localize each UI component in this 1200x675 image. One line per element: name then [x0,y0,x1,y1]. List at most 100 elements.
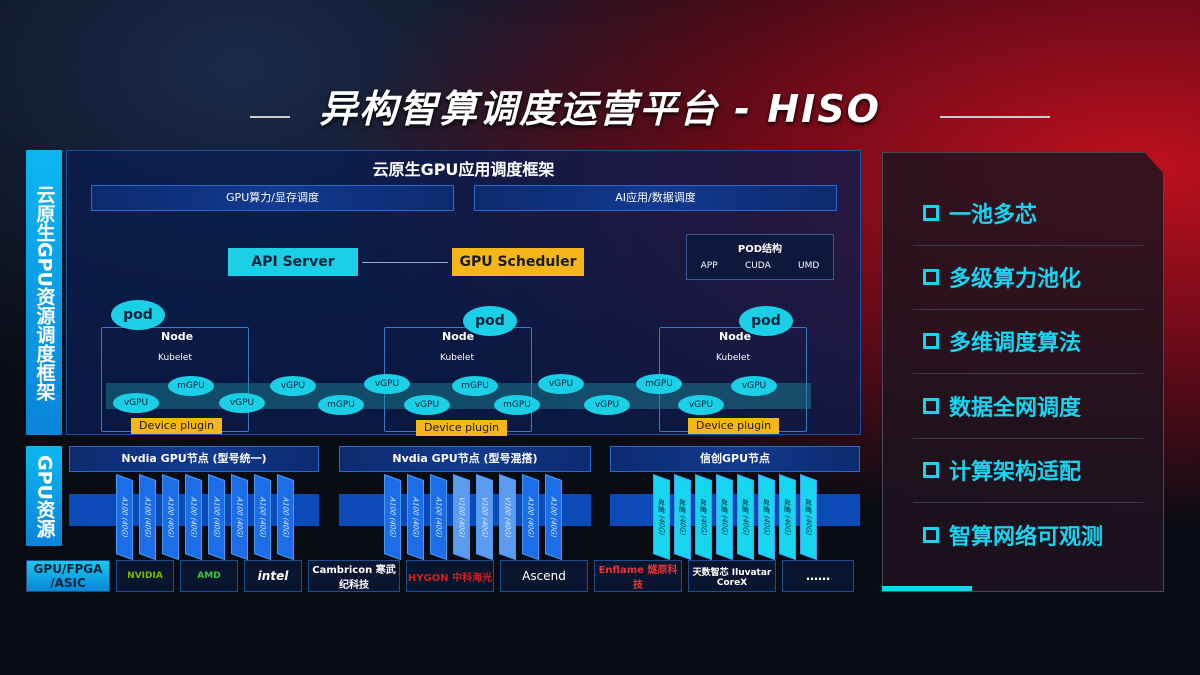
vendor-nvidia: NVIDIA [116,560,174,592]
feature-item: 数据全网调度 [923,390,1081,422]
checkbox-icon [923,269,939,285]
gpu-card: V100 (40G) [499,474,516,561]
bar-gpu-scheduling: GPU算力/显存调度 [91,185,454,211]
vendor-row: GPU/FPGA /ASIC NVIDIA AMD intel Cambrico… [26,560,861,592]
bar-ai-scheduling: AI应用/数据调度 [474,185,837,211]
pod-item-umd: UMD [798,261,820,271]
title-line-right [940,116,1050,118]
gpu-card: 昇腾 (40G) [800,474,817,561]
gpu-card: 昇腾 (40G) [653,474,670,561]
node-label: Node [442,330,475,343]
pod-item-app: APP [700,261,718,271]
side-label-gpu: GPU资源 [26,446,62,546]
node-label: Node [719,330,752,343]
kubelet-label: Kubelet [158,353,192,363]
checkbox-icon [923,333,939,349]
gpu-card: A100 (40G) [208,474,225,561]
mgpu: mGPU [318,395,364,415]
pod-structure: POD结构 APP CUDA UMD [686,234,834,280]
side-label-scheduling: 云原生GPU资源调度框架 [26,150,62,435]
vgpu: vGPU [219,393,265,413]
vendor-amd: AMD [180,560,238,592]
gpu-card: A100 (40G) [545,474,562,561]
gpu-scheduler-box: GPU Scheduler [452,248,584,276]
checkbox-icon [923,398,939,414]
divider [913,502,1143,503]
feature-panel: 一池多芯 多级算力池化 多维调度算法 数据全网调度 计算架构适配 智算网络可观测 [882,152,1164,592]
gpu-card: A100 (40G) [384,474,401,561]
feature-item: 一池多芯 [923,197,1037,229]
vgpu: vGPU [364,374,410,394]
gpu-card: 昇腾 (40G) [695,474,712,561]
gpu-card: A100 (40G) [139,474,156,561]
gpu-cards-1: A100 (40G) A100 (40G) A100 (40G) A100 (4… [116,474,294,561]
checkbox-icon [923,527,939,543]
gpu-card: 昇腾 (40G) [758,474,775,561]
gpu-card: A100 (40G) [185,474,202,561]
vendor-cambricon: Cambricon 寒武纪科技 [308,560,400,592]
framework-title: 云原生GPU应用调度框架 [372,160,555,179]
gpu-board [610,494,860,526]
gpu-card: A100 (40G) [522,474,539,561]
pod-3: pod [739,306,793,336]
gpu-card: A100 (40G) [162,474,179,561]
kubelet-label: Kubelet [440,353,474,363]
node-label: Node [161,330,194,343]
gpu-card: A100 (40G) [430,474,447,561]
kubelet-label: Kubelet [716,353,750,363]
gpu-node-title: 信创GPU节点 [610,446,860,472]
vgpu: vGPU [404,395,450,415]
gpu-card: V100 (40G) [476,474,493,561]
mgpu: mGPU [494,395,540,415]
device-plugin: Device plugin [131,418,223,434]
gpu-card: A100 (40G) [407,474,424,561]
title-line-left [250,116,290,118]
vendor-more: …… [782,560,854,592]
gpu-card: A100 (40G) [277,474,294,561]
vendor-label: GPU/FPGA /ASIC [26,560,110,592]
gpu-cards-2: A100 (40G) A100 (40G) A100 (40G) V100 (4… [384,474,562,561]
vgpu: vGPU [270,376,316,396]
gpu-card: 昇腾 (40G) [674,474,691,561]
gpu-card: 昇腾 (40G) [779,474,796,561]
gpu-node-area: Nvdia GPU节点 (型号统一) Nvdia GPU节点 (型号混搭) 信创… [66,446,861,561]
vgpu: vGPU [113,393,159,413]
pod-2: pod [463,306,517,336]
vendor-enflame: Enflame 燧原科技 [594,560,682,592]
divider [913,373,1143,374]
vendor-iluvatar: 天数智芯 Iluvatar CoreX [688,560,776,592]
vendor-ascend: Ascend [500,560,588,592]
architecture-diagram: 云原生GPU资源调度框架 GPU资源 云原生GPU应用调度框架 GPU算力/显存… [26,150,861,595]
vgpu: vGPU [678,395,724,415]
mgpu: mGPU [636,374,682,394]
gpu-card: 昇腾 (40G) [716,474,733,561]
connector-arrow [362,262,448,263]
vgpu: vGPU [731,376,777,396]
gpu-card: A100 (40G) [254,474,271,561]
pod-structure-title: POD结构 [737,244,783,255]
feature-item: 智算网络可观测 [923,519,1103,551]
vgpu: vGPU [538,374,584,394]
vgpu: vGPU [584,395,630,415]
device-plugin: Device plugin [416,420,508,436]
divider [913,245,1143,246]
device-plugin: Device plugin [688,418,780,434]
gpu-card: V100 (40G) [453,474,470,561]
gpu-card: 昇腾 (40G) [737,474,754,561]
pod-item-cuda: CUDA [744,261,771,271]
feature-item: 多级算力池化 [923,261,1081,293]
divider [913,438,1143,439]
checkbox-icon [923,462,939,478]
gpu-node-title: Nvdia GPU节点 (型号统一) [69,446,319,472]
gpu-cards-3: 昇腾 (40G) 昇腾 (40G) 昇腾 (40G) 昇腾 (40G) 昇腾 (… [653,474,817,561]
gpu-node-title: Nvdia GPU节点 (型号混搭) [339,446,591,472]
checkbox-icon [923,205,939,221]
gpu-card: A100 (40G) [116,474,133,561]
vendor-intel: intel [244,560,302,592]
page-title: 异构智算调度运营平台 - HISO [319,87,881,131]
api-server-box: API Server [228,248,358,276]
divider [913,309,1143,310]
feature-item: 计算架构适配 [923,454,1081,486]
mgpu: mGPU [168,376,214,396]
pod-1: pod [111,300,165,330]
